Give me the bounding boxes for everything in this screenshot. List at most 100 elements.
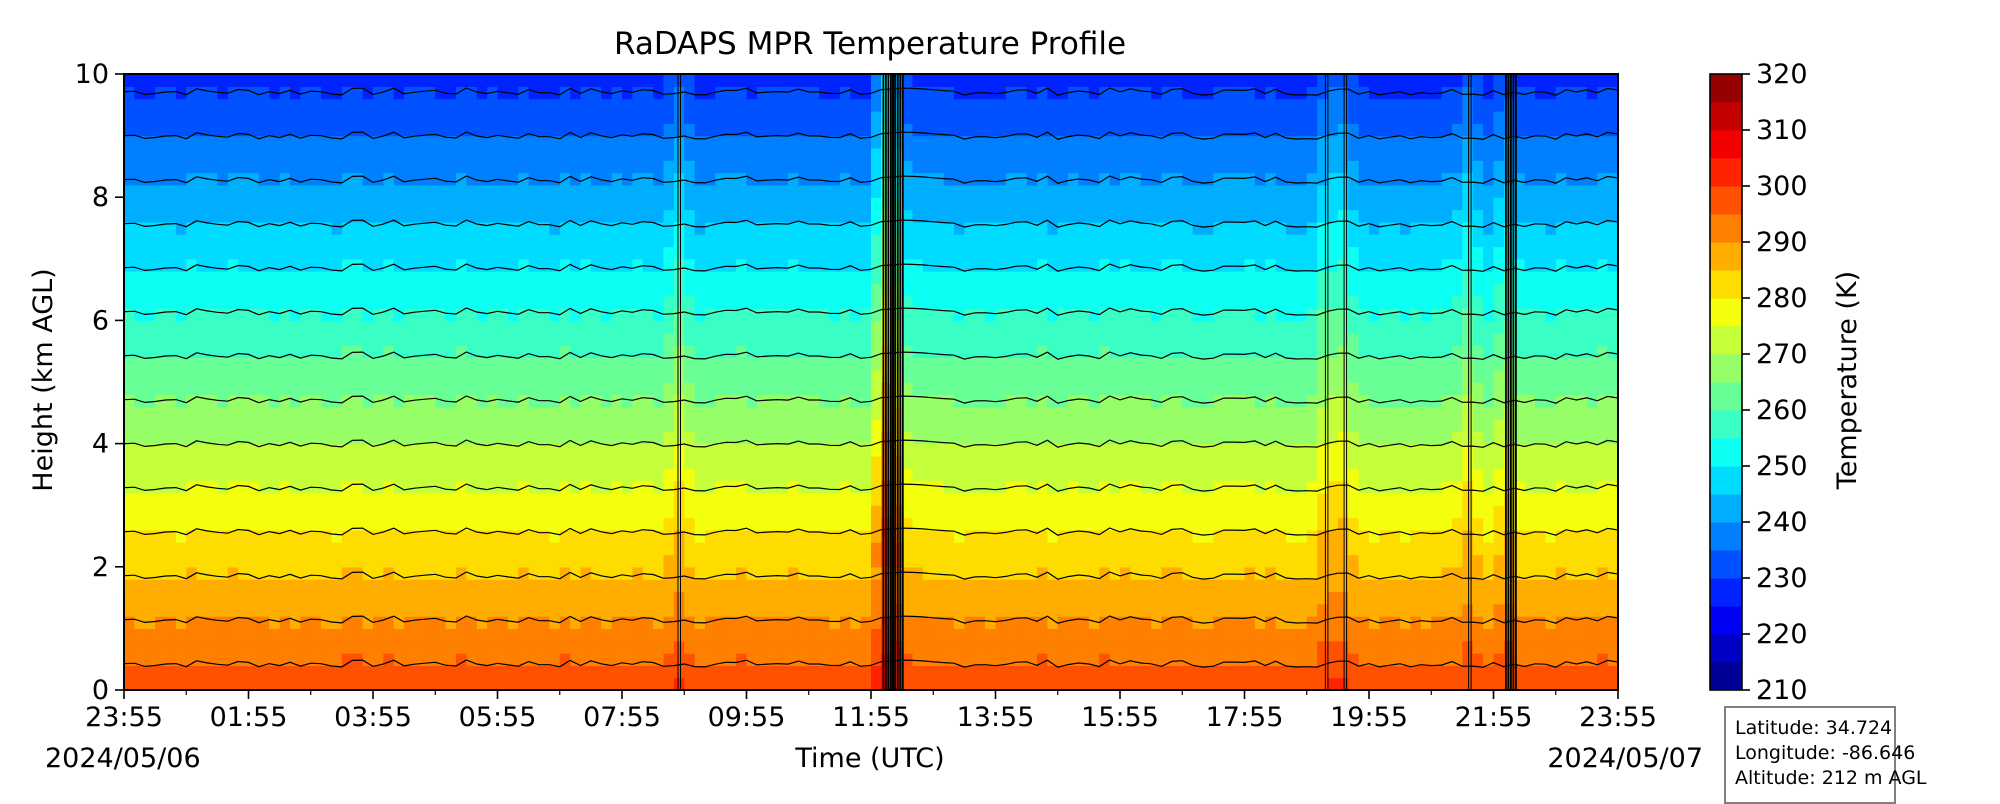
temperature-cell	[570, 554, 582, 568]
temperature-cell	[404, 357, 416, 371]
temperature-cell	[238, 480, 250, 494]
temperature-cell	[414, 271, 426, 285]
temperature-cell	[871, 98, 882, 112]
temperature-cell	[819, 369, 831, 383]
temperature-cell	[611, 110, 623, 124]
temperature-cell	[694, 283, 706, 297]
temperature-cell	[788, 345, 799, 358]
temperature-cell	[445, 554, 457, 568]
temperature-cell	[995, 640, 1007, 654]
temperature-cell	[881, 160, 893, 174]
temperature-cell	[300, 271, 312, 285]
temperature-cell	[839, 369, 851, 383]
temperature-cell	[1151, 665, 1163, 679]
temperature-cell	[663, 197, 675, 211]
temperature-cell	[860, 382, 872, 395]
temperature-cell	[808, 591, 820, 605]
temperature-cell	[393, 86, 405, 100]
temperature-cell	[321, 147, 333, 161]
temperature-cell	[507, 529, 519, 543]
temperature-cell	[300, 345, 312, 358]
temperature-cell	[1109, 332, 1121, 346]
temperature-cell	[310, 640, 322, 654]
temperature-cell	[1088, 406, 1100, 420]
temperature-cell	[663, 147, 675, 161]
temperature-cell	[476, 74, 488, 87]
temperature-cell	[995, 184, 1007, 198]
temperature-cell	[352, 406, 364, 420]
temperature-cell	[300, 295, 312, 309]
temperature-cell	[767, 603, 779, 617]
temperature-cell	[424, 443, 436, 457]
temperature-cell	[995, 197, 1007, 211]
temperature-cell	[518, 529, 530, 543]
temperature-cell	[383, 517, 395, 531]
temperature-cell	[424, 492, 436, 506]
temperature-cell	[1037, 443, 1048, 457]
temperature-cell	[829, 209, 841, 223]
temperature-cell	[684, 517, 696, 531]
temperature-cell	[134, 554, 146, 568]
temperature-cell	[767, 455, 779, 469]
temperature-cell	[653, 160, 665, 174]
temperature-cell	[860, 480, 872, 494]
temperature-cell	[124, 579, 135, 593]
temperature-cell	[487, 480, 499, 494]
temperature-cell	[590, 258, 602, 272]
temperature-cell	[1037, 566, 1048, 580]
temperature-cell	[269, 443, 281, 457]
temperature-cell	[227, 246, 239, 260]
temperature-cell	[1109, 418, 1121, 432]
temperature-cell	[1037, 271, 1048, 285]
temperature-cell	[227, 135, 239, 149]
temperature-cell	[1078, 517, 1090, 531]
temperature-cell	[497, 418, 509, 432]
temperature-cell	[860, 221, 872, 235]
temperature-cell	[393, 492, 405, 506]
temperature-cell	[985, 431, 997, 445]
temperature-cell	[1057, 332, 1069, 346]
temperature-cell	[373, 234, 384, 248]
temperature-cell	[871, 628, 882, 642]
temperature-cell	[642, 184, 654, 198]
temperature-cell	[601, 209, 613, 223]
temperature-cell	[642, 443, 654, 457]
temperature-cell	[819, 172, 831, 186]
temperature-cell	[1005, 74, 1017, 87]
temperature-cell	[1140, 357, 1152, 371]
temperature-cell	[290, 455, 301, 469]
temperature-cell	[1109, 616, 1121, 629]
temperature-cell	[196, 258, 208, 272]
temperature-cell	[777, 197, 789, 211]
temperature-cell	[414, 542, 426, 556]
temperature-cell	[808, 369, 820, 383]
temperature-cell	[300, 98, 312, 112]
temperature-cell	[435, 418, 447, 432]
temperature-cell	[414, 492, 426, 506]
temperature-cell	[580, 197, 592, 211]
temperature-cell	[601, 246, 613, 260]
temperature-cell	[165, 455, 177, 469]
temperature-cell	[694, 369, 706, 383]
temperature-cell	[134, 406, 146, 420]
temperature-cell	[539, 382, 550, 395]
temperature-cell	[352, 468, 364, 482]
temperature-cell	[331, 591, 343, 605]
temperature-cell	[777, 295, 789, 309]
temperature-cell	[196, 234, 208, 248]
temperature-cell	[404, 172, 416, 186]
temperature-cell	[715, 455, 727, 469]
temperature-cell	[1088, 74, 1100, 87]
temperature-cell	[839, 492, 851, 506]
temperature-cell	[580, 110, 592, 124]
temperature-cell	[466, 492, 478, 506]
temperature-cell	[974, 74, 986, 87]
temperature-cell	[124, 505, 135, 519]
temperature-cell	[1140, 234, 1152, 248]
temperature-cell	[559, 369, 571, 383]
temperature-cell	[829, 123, 841, 137]
temperature-cell	[881, 492, 893, 506]
temperature-cell	[1120, 345, 1131, 358]
temperature-cell	[559, 271, 571, 285]
temperature-cell	[673, 665, 685, 679]
